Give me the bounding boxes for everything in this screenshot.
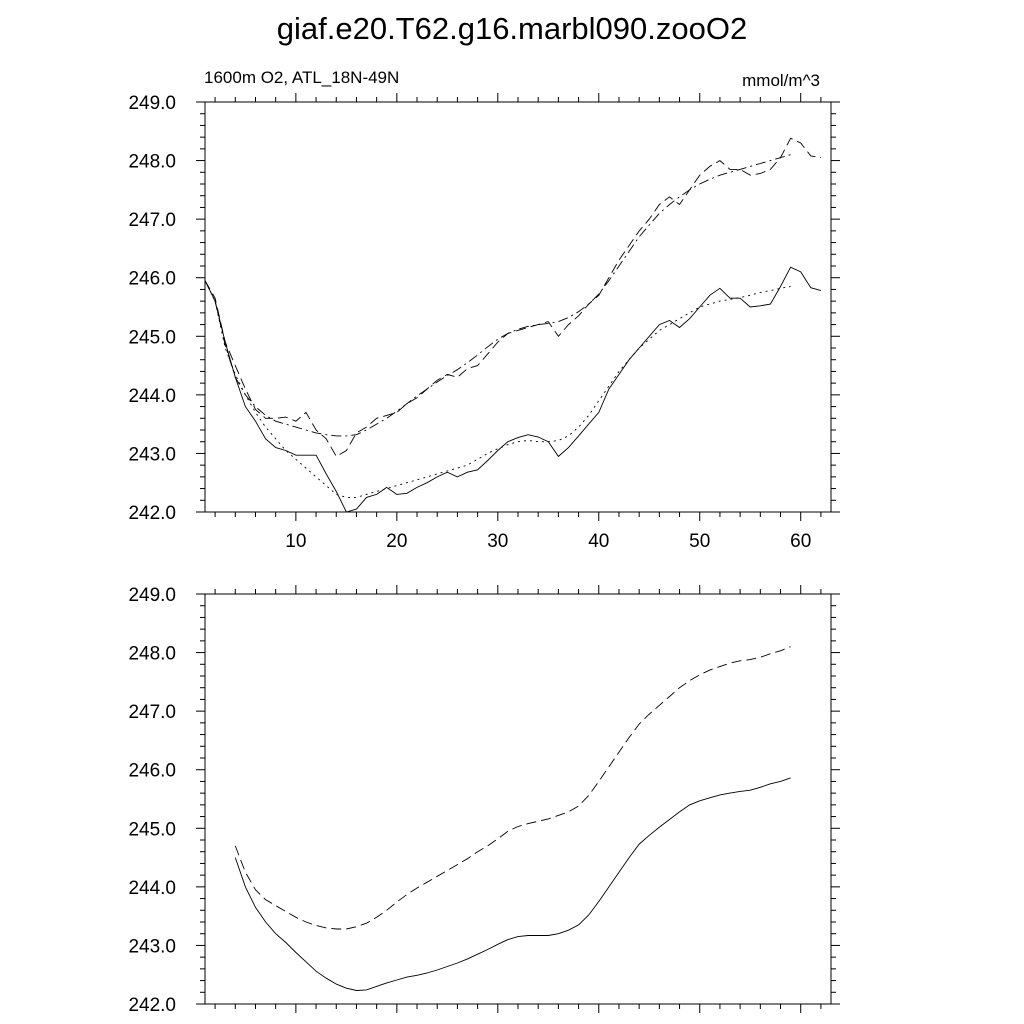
top-y-tick-label: 249.0 [128, 93, 176, 114]
top-series-dotted-line [204, 280, 791, 498]
bottom-y-tick-label: 248.0 [128, 644, 176, 665]
bottom-y-tick-label: 243.0 [128, 936, 176, 957]
top-y-tick-label: 243.0 [128, 444, 176, 465]
bottom-y-tick-label: 242.0 [128, 995, 176, 1016]
top-x-tick-label: 30 [487, 531, 508, 552]
bottom-plot-frame [204, 593, 832, 1005]
top-x-tick-label: 40 [588, 531, 609, 552]
top-panel-left-label: 1600m O2, ATL_18N-49N [204, 68, 399, 87]
top-y-tick-label: 244.0 [128, 386, 176, 407]
bottom-y-tick-label: 244.0 [128, 878, 176, 899]
top-y-tick-label: 246.0 [128, 269, 176, 290]
top-x-tick-label: 20 [386, 531, 407, 552]
bottom-series-group [234, 646, 791, 991]
top-series-group [204, 137, 822, 513]
top-series-solid-line [204, 266, 822, 513]
top-series-dash-dot-line [204, 154, 791, 437]
bottom-x-axis [214, 585, 822, 1013]
top-x-tick-label: 50 [689, 531, 710, 552]
top-panel-units-label: mmol/m^3 [742, 71, 820, 90]
page-title: giaf.e20.T62.g16.marbl090.zooO2 [277, 11, 747, 46]
top-x-tick-label: 60 [790, 531, 811, 552]
top-y-tick-label: 242.0 [128, 503, 176, 524]
top-panel: 1600m O2, ATL_18N-49N mmol/m^3 242.0 243.… [128, 68, 840, 552]
bottom-y-tick-label: 247.0 [128, 702, 176, 723]
top-y-tick-label: 245.0 [128, 327, 176, 348]
bottom-y-tick-label: 249.0 [128, 585, 176, 606]
bottom-y-tick-label: 245.0 [128, 819, 176, 840]
bottom-y-tick-label: 246.0 [128, 761, 176, 782]
top-plot-frame [204, 101, 832, 513]
bottom-panel: 242.0 243.0 244.0 245.0 246.0 247.0 248.0 249.0 [128, 585, 840, 1016]
top-x-axis: 10 20 30 40 50 60 [214, 93, 822, 552]
bottom-series-solid-line [234, 777, 791, 991]
bottom-y-axis: 242.0 243.0 244.0 245.0 246.0 247.0 248.0 249.0 [128, 585, 840, 1016]
top-series-dashed-line [204, 137, 821, 458]
top-y-axis: 242.0 243.0 244.0 245.0 246.0 247.0 248.0 249.0 [128, 93, 840, 524]
top-y-tick-label: 247.0 [128, 210, 176, 231]
top-y-tick-label: 248.0 [128, 152, 176, 173]
bottom-series-dashed-line [234, 646, 791, 930]
top-x-tick-label: 10 [285, 531, 306, 552]
